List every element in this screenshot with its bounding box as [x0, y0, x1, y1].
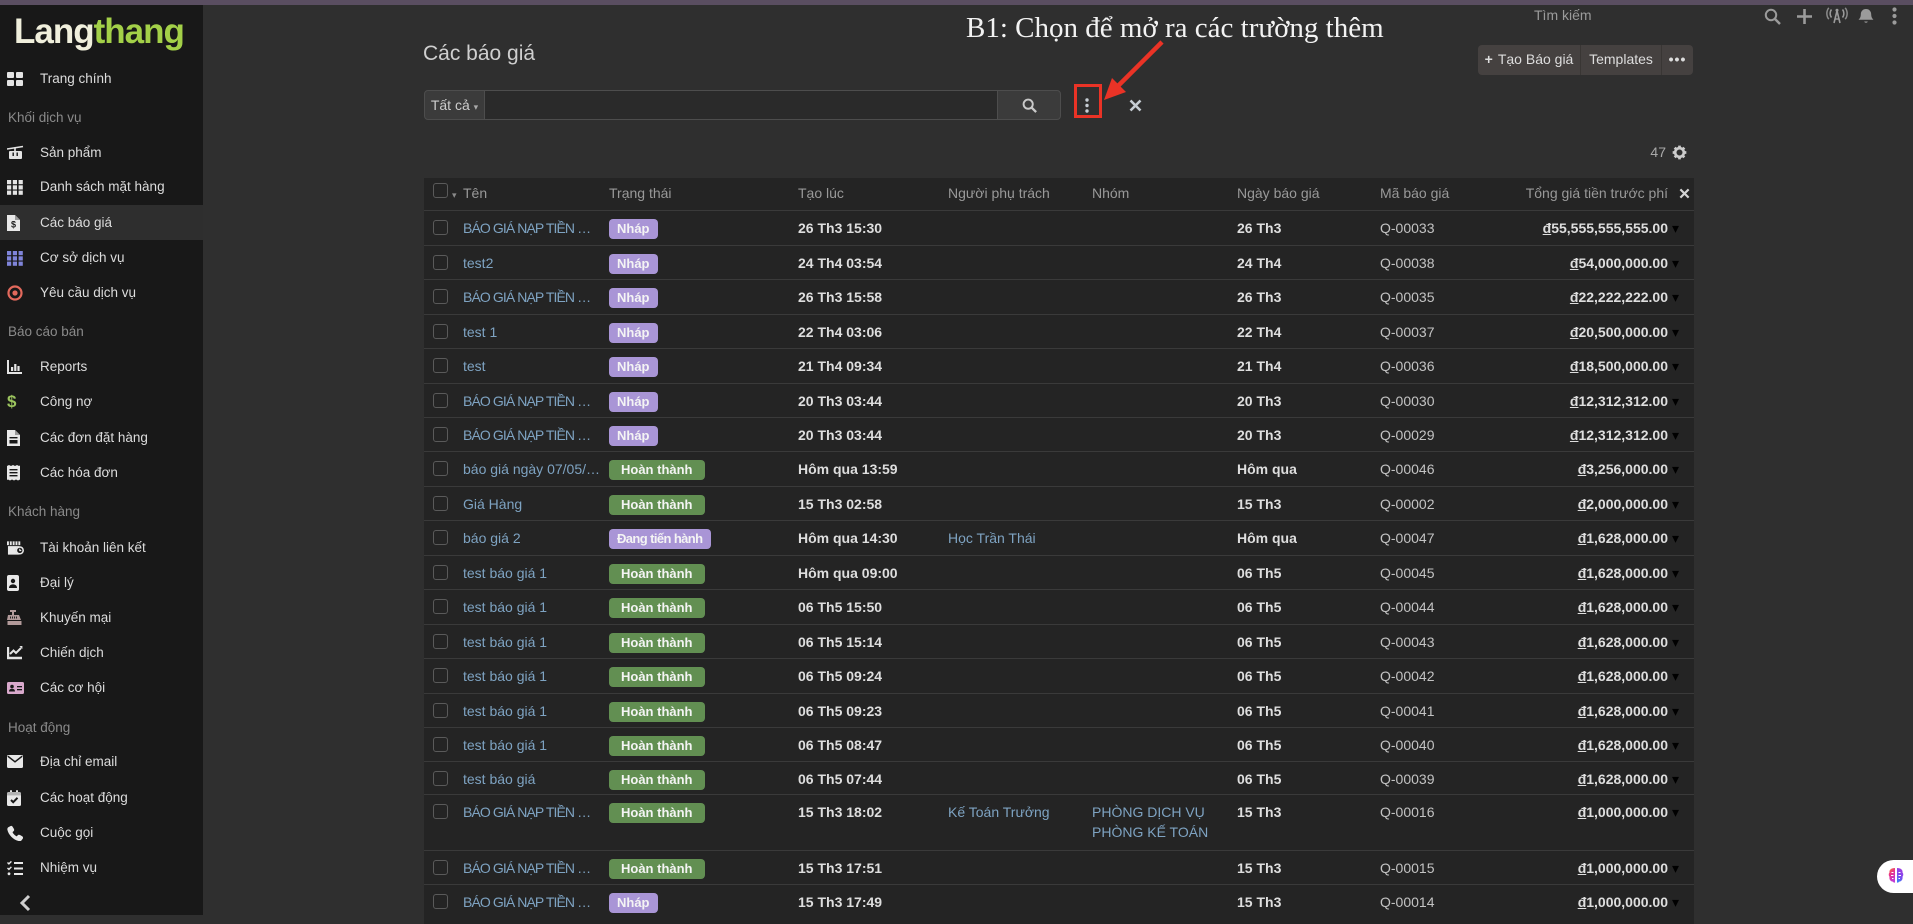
svg-text:$: $: [11, 219, 16, 229]
